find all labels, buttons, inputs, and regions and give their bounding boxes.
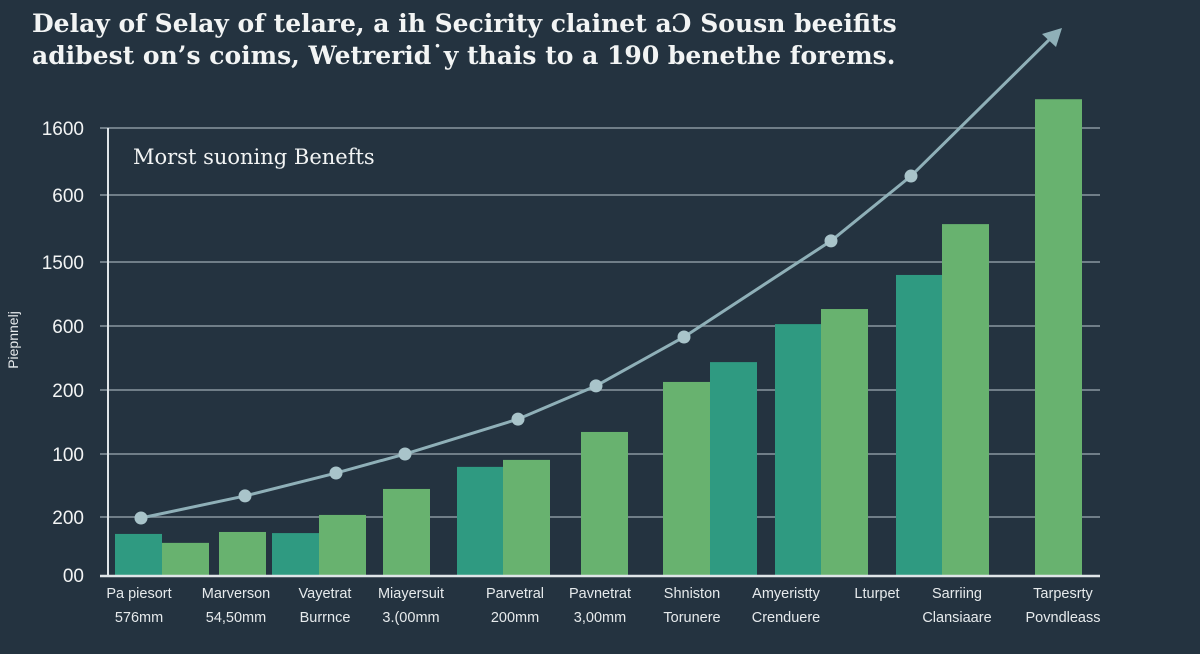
bar-green — [821, 309, 868, 575]
x-tick-label: Torunere — [663, 610, 720, 626]
x-tick-label: Povndleass — [1026, 610, 1101, 626]
trend-point — [511, 412, 525, 426]
bar-teal — [896, 274, 943, 575]
y-tick-label: 1600 — [42, 119, 84, 140]
y-tick-label: 600 — [52, 317, 84, 338]
trend-point — [589, 379, 603, 393]
x-tick-label: Crenduere — [752, 610, 821, 626]
x-tick-label: Shniston — [664, 586, 720, 602]
bar-green — [319, 514, 366, 575]
trend-point — [824, 234, 838, 248]
x-tick-label: Parvetral — [486, 586, 544, 602]
chart-title-line-2: adibest on’s coims, Wetrerid˙y thais to … — [32, 41, 895, 70]
bar-green — [581, 431, 628, 575]
trend-point — [329, 466, 343, 480]
bar-green — [942, 224, 989, 576]
x-tick-label: 200mm — [491, 610, 539, 626]
trend-point — [238, 489, 252, 503]
y-tick-label: 100 — [52, 445, 84, 466]
x-tick-label: Marverson — [202, 586, 271, 602]
chart-subtitle: Morst suoning Benefts — [133, 145, 375, 169]
bar-green — [383, 488, 430, 575]
x-tick-label: Clansiaare — [922, 610, 991, 626]
x-tick-label: Vayetrat — [299, 586, 352, 602]
x-tick-label: 576mm — [115, 610, 163, 626]
x-tick-labels: Pa piesort 576mm Marverson 54,50mm Vayetrat B… — [106, 586, 1100, 626]
y-tick-label: 200 — [52, 381, 84, 402]
x-tick-label: Lturpet — [854, 586, 899, 602]
bar-teal — [272, 533, 319, 575]
x-tick-label: Pavnetrat — [569, 586, 631, 602]
bar-teal — [710, 362, 757, 575]
y-tick-labels: 00 200 100 200 600 1500 600 1600 — [42, 119, 84, 587]
y-tick-label: 600 — [52, 186, 84, 207]
trend-line — [134, 27, 1062, 525]
x-tick-label: Miayersuit — [378, 586, 444, 602]
chart-title-line-1: Delay of Selay of telare, a ih Secirity … — [32, 9, 897, 38]
bars — [115, 99, 1082, 576]
trend-point — [398, 447, 412, 461]
x-tick-label: Sarriing — [932, 586, 982, 602]
x-tick-label: Amyeristty — [752, 586, 820, 602]
arrow-head-icon — [1042, 27, 1062, 47]
trend-point — [677, 330, 691, 344]
bar-green — [503, 459, 550, 575]
trend-point — [134, 511, 148, 525]
x-tick-label: 54,50mm — [206, 610, 266, 626]
bar-green — [1035, 99, 1082, 576]
trend-point — [904, 169, 918, 183]
bar-teal — [775, 324, 822, 575]
y-tick-label: 00 — [63, 566, 84, 587]
y-tick-label: 200 — [52, 508, 84, 529]
y-tick-label: 1500 — [42, 253, 84, 274]
trend-line-path — [140, 33, 1056, 520]
bar-green — [162, 542, 209, 575]
x-tick-label: 3.(00mm — [382, 610, 439, 626]
x-tick-label: Burrnce — [300, 610, 351, 626]
y-axis-label: Piepnnelj — [5, 311, 21, 369]
bar-teal — [457, 466, 504, 575]
bar-green — [663, 381, 710, 575]
x-tick-label: Tarpesrty — [1033, 586, 1093, 602]
x-tick-label: 3,00mm — [574, 610, 626, 626]
x-tick-label: Pa piesort — [106, 586, 171, 602]
bar-teal — [115, 533, 162, 575]
bar-green — [219, 531, 266, 575]
